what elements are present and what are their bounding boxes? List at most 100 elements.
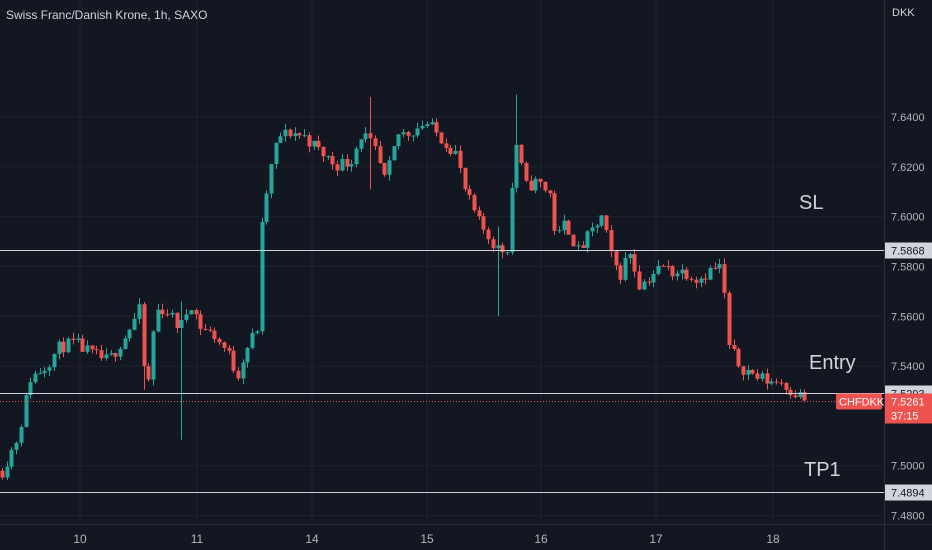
candle-body (746, 369, 751, 375)
candle-body (765, 373, 770, 384)
candle-body (425, 124, 430, 127)
candle-body (297, 133, 302, 136)
symbol-tag (836, 393, 882, 410)
candle-body (222, 342, 227, 348)
candle-body (552, 193, 557, 231)
candle-body (19, 427, 24, 443)
candle-body (496, 245, 501, 249)
tp1-price-text: 7.4894 (891, 488, 925, 500)
candle-body (165, 314, 170, 316)
candle-body (269, 163, 274, 194)
candle-body (345, 159, 350, 167)
candle-body (109, 353, 114, 355)
candle-body (132, 318, 137, 330)
current-price-tag (885, 393, 932, 424)
candle-body (260, 221, 265, 332)
candle-body (538, 178, 543, 182)
candle-body (278, 136, 283, 143)
candle-body (392, 146, 397, 161)
y-tick-label: 7.5000 (891, 461, 925, 473)
candle-body (618, 265, 623, 280)
x-tick-label: 14 (305, 532, 319, 546)
candle-body (463, 167, 468, 190)
candle-body (378, 146, 383, 163)
tp1-price-tag (885, 484, 932, 501)
candle-body (769, 381, 774, 384)
candle-body (519, 144, 524, 164)
candle-body (236, 370, 241, 379)
candle-body (335, 164, 340, 171)
candle-body (472, 195, 477, 211)
candle-body (123, 338, 128, 349)
chart-title: Swiss Franc/Danish Krone, 1h, SAXO (6, 8, 208, 22)
candle-body (184, 314, 189, 320)
candle-body (670, 266, 675, 277)
candle-body (61, 341, 66, 353)
candle-body (316, 140, 321, 148)
candle-body (5, 466, 10, 478)
levels: 7.58687.52937.4894SLEntryTP1CHFDKK7.5261… (0, 192, 932, 501)
candle-body (321, 147, 326, 157)
candle-body (632, 254, 637, 272)
candle-body (458, 150, 463, 168)
candle-body (774, 381, 779, 383)
candle-body (590, 227, 595, 232)
candle-body (212, 330, 217, 340)
candle-body (9, 449, 14, 467)
candle-body (94, 349, 99, 351)
candle-body (784, 383, 789, 390)
candle-body (241, 362, 246, 379)
candle-body (349, 164, 354, 167)
candle-body (467, 189, 472, 196)
candle-body (401, 132, 406, 135)
candle-body (194, 310, 199, 315)
candle-body (411, 135, 416, 137)
candle-body (609, 230, 614, 252)
candle-body (708, 267, 713, 280)
candle-body (505, 252, 510, 254)
y-tick-label: 7.5400 (891, 361, 925, 373)
candle-body (642, 281, 647, 290)
candle-body (47, 367, 52, 371)
candle-body (274, 142, 279, 164)
candle-body (430, 122, 435, 125)
x-tick-label: 18 (766, 532, 780, 546)
candle-body (755, 373, 760, 379)
candle-body (179, 319, 184, 328)
candle-body (510, 187, 515, 253)
candle-body (217, 339, 222, 343)
candle-body (713, 267, 718, 269)
candle-body (604, 215, 609, 231)
candle-body (24, 395, 29, 428)
candle-body (566, 220, 571, 235)
candle-body (76, 338, 81, 340)
grid (0, 0, 884, 524)
candle-body (127, 329, 132, 339)
candle-body (581, 245, 586, 248)
candle-body (741, 366, 746, 375)
candle-body (595, 225, 600, 228)
candle-body (434, 122, 439, 133)
candle-body (208, 329, 213, 331)
candle-body (477, 210, 482, 217)
candle-body (104, 354, 109, 359)
y-tick-label: 7.6000 (891, 212, 925, 224)
sl-price-tag (885, 242, 932, 259)
candle-body (486, 229, 491, 240)
candle-body (113, 353, 118, 357)
candle-body (396, 134, 401, 147)
candle-body (793, 395, 798, 398)
candle-body (802, 392, 807, 401)
candle-body (684, 269, 689, 279)
candle-body (368, 133, 373, 139)
y-tick-label: 7.4800 (891, 511, 925, 523)
candle-body (543, 181, 548, 191)
candle-body (137, 304, 142, 319)
candle-body (71, 338, 76, 340)
candle-body (382, 162, 387, 175)
x-tick-label: 17 (649, 532, 663, 546)
candle-body (118, 348, 123, 357)
candle-body (340, 159, 345, 171)
